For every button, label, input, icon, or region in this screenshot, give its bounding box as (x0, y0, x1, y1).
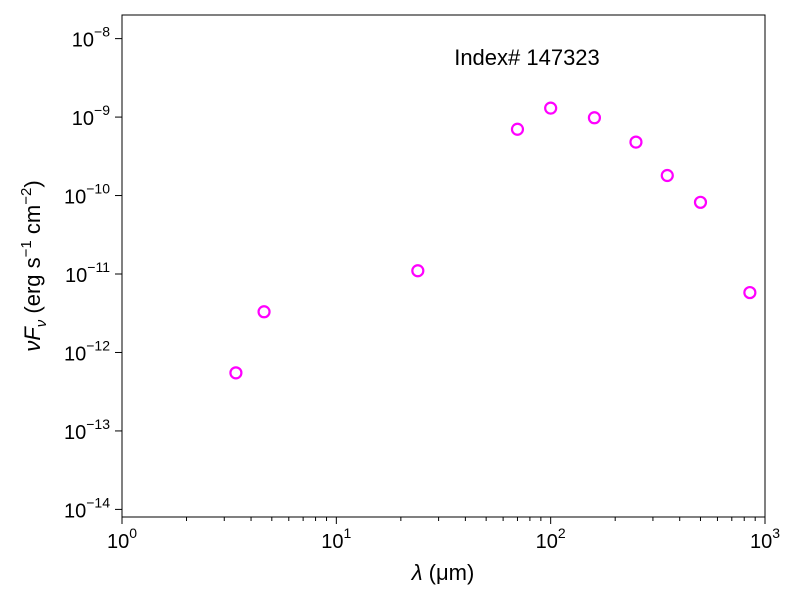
data-points-layer (229, 101, 757, 380)
y-axis-unit-pre: (erg s (20, 257, 45, 319)
x-tick-label: 100 (107, 525, 137, 553)
y-tick-base: 10 (65, 265, 87, 287)
y-tick-exponent: −10 (86, 181, 110, 197)
y-axis-unit-post: ) (20, 180, 45, 187)
y-tick-exponent: −12 (86, 337, 110, 353)
y-tick-label: 10−12 (64, 337, 110, 365)
y-tick-exponent: −8 (94, 24, 110, 40)
x-tick-exponent: 0 (129, 525, 137, 541)
x-tick-base: 10 (321, 531, 343, 553)
plot-frame (121, 14, 766, 518)
data-point (693, 195, 708, 209)
x-axis-label: λ (μm) (411, 560, 475, 585)
y-tick-base: 10 (72, 30, 94, 52)
x-tick-base: 10 (107, 531, 129, 553)
y-tick-label: 10−9 (72, 102, 110, 130)
data-point (743, 285, 757, 300)
x-tick-exponent: 3 (772, 525, 780, 541)
y-tick-exponent: −13 (86, 416, 110, 432)
index-annotation: Index# 147323 (454, 45, 600, 70)
y-tick-label: 10−10 (64, 181, 110, 209)
data-point (544, 101, 558, 115)
y-tick-base: 10 (64, 187, 86, 209)
y-tick-base: 10 (64, 500, 86, 522)
data-point (660, 168, 674, 183)
x-tick-base: 10 (536, 531, 558, 553)
y-tick-base: 10 (64, 422, 86, 444)
y-tick-exponent: −9 (94, 102, 110, 118)
data-point (629, 135, 643, 149)
data-point (587, 111, 602, 125)
ticks-layer: 100 101 102 10310−1410−1310−1210−1110−1010−… (64, 24, 780, 553)
data-point (411, 264, 425, 278)
y-tick-label: 10−8 (72, 24, 110, 52)
y-tick-label: 10−11 (65, 259, 110, 287)
y-tick-label: 10−13 (64, 416, 110, 444)
y-tick-exponent: −11 (87, 259, 110, 275)
x-tick-exponent: 1 (344, 525, 352, 541)
y-axis-label: νFν (erg s−1 cm−2) (18, 180, 50, 351)
x-tick-label: 101 (321, 525, 351, 553)
y-axis-symbol: νF (20, 326, 45, 352)
y-tick-label: 10−14 (64, 494, 110, 522)
x-tick-exponent: 2 (558, 525, 566, 541)
y-tick-base: 10 (64, 343, 86, 365)
data-point (257, 305, 271, 319)
x-tick-base: 10 (750, 531, 772, 553)
x-tick-label: 102 (536, 525, 566, 553)
x-axis-unit: (μm) (423, 560, 475, 585)
x-tick-label: 103 (750, 525, 780, 553)
y-axis-subscript: ν (33, 319, 50, 327)
y-axis-unit-exp1: −1 (18, 240, 35, 257)
data-point (510, 122, 525, 136)
data-point (229, 366, 243, 380)
y-axis-unit-mid: cm (20, 205, 45, 240)
y-axis-unit-exp2: −2 (18, 188, 35, 205)
y-tick-exponent: −14 (86, 494, 110, 510)
y-tick-base: 10 (72, 108, 94, 130)
x-axis-symbol: λ (411, 560, 423, 585)
